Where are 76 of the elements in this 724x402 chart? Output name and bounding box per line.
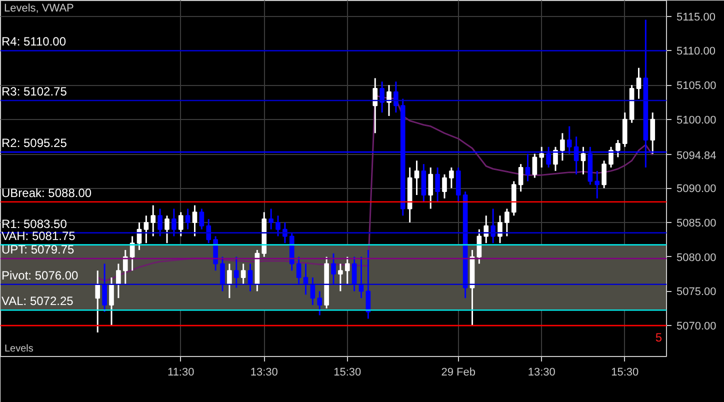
candlestick: [602, 160, 606, 189]
candlestick: [164, 214, 170, 244]
ref-line-label: Pivot: 5076.00: [2, 268, 79, 282]
y-tick-label: 5094.84: [676, 150, 716, 162]
candlestick: [650, 112, 656, 155]
candlestick: [428, 166, 434, 210]
y-tick-label: 5110.00: [676, 46, 716, 58]
candlestick: [172, 208, 176, 237]
candlestick: [158, 208, 162, 237]
candlestick: [498, 214, 502, 244]
candlestick: [435, 166, 440, 203]
y-tick-label: 5070.00: [676, 320, 716, 333]
y-tick-label: 5100.00: [676, 114, 716, 126]
candlestick: [317, 290, 322, 316]
candlestick: [102, 262, 107, 313]
candlestick: [560, 132, 565, 162]
candlestick: [109, 276, 114, 326]
candlestick: [394, 80, 398, 114]
candlestick: [192, 204, 198, 237]
candlestick: [276, 214, 280, 237]
x-tick-label: 15:30: [611, 366, 639, 378]
candlestick: [414, 160, 420, 196]
candlestick: [580, 146, 586, 176]
candlestick: [518, 163, 524, 192]
y-tick-label: 5085.00: [676, 217, 716, 230]
candlestick: [144, 214, 149, 244]
x-tick-label: 11:30: [168, 366, 194, 378]
y-tick-label: 5090.00: [676, 183, 716, 196]
ref-line-label: R4: 5110.00: [2, 34, 66, 49]
ref-line-label: UBreak: 5088.00: [2, 186, 92, 200]
candlestick: [220, 256, 225, 292]
candlestick: [594, 170, 600, 200]
candlestick: [338, 262, 343, 292]
candlestick: [380, 80, 384, 114]
ref-line-label: R2: 5095.25: [2, 136, 68, 150]
y-tick-label: 5105.00: [676, 80, 716, 92]
candlestick: [608, 146, 614, 168]
candlestick: [616, 139, 620, 158]
x-tick-label: 29 Feb: [441, 366, 476, 378]
x-tick-label: 15:30: [334, 366, 362, 378]
y-tick-label: 5115.00: [676, 11, 716, 24]
candlestick: [539, 146, 544, 168]
candlestick: [150, 204, 156, 237]
candlestick: [449, 166, 454, 189]
x-tick-label: 13:30: [250, 366, 278, 378]
candlestick: [636, 67, 642, 100]
candlestick: [206, 218, 212, 244]
candlestick: [442, 174, 447, 200]
candlestick: [227, 262, 232, 299]
ref-line-label: UPT: 5079.75: [2, 242, 75, 257]
candlestick: [504, 208, 510, 237]
candlestick: [372, 77, 378, 134]
candlestick: [199, 208, 204, 230]
candlestick: [331, 252, 336, 286]
candlestick: [553, 146, 558, 172]
y-tick-label: 5075.00: [676, 286, 716, 298]
candlestick: [178, 211, 184, 237]
candlestick: [296, 256, 302, 286]
candlestick: [344, 256, 350, 286]
candlestick: [116, 262, 121, 299]
candlestick: [386, 84, 392, 117]
candlestick: [240, 262, 246, 286]
candlestick: [234, 256, 239, 289]
x-tick-label: 13:30: [528, 366, 556, 378]
annotation: 5: [655, 330, 662, 345]
ref-line-label: VAL: 5072.25: [2, 294, 74, 308]
text: Levels: [4, 344, 34, 354]
ref-line-label: R3: 5102.75: [2, 84, 68, 98]
chart-title: Levels, VWAP: [4, 2, 74, 14]
candlestick: [122, 249, 128, 286]
candlestick: [268, 208, 274, 230]
candlestick: [95, 270, 100, 334]
ref-line-label: R1: 5083.50: [2, 216, 68, 231]
candlestick: [185, 208, 190, 230]
y-tick-label: 5080.00: [676, 252, 716, 264]
candlestick: [532, 153, 538, 179]
